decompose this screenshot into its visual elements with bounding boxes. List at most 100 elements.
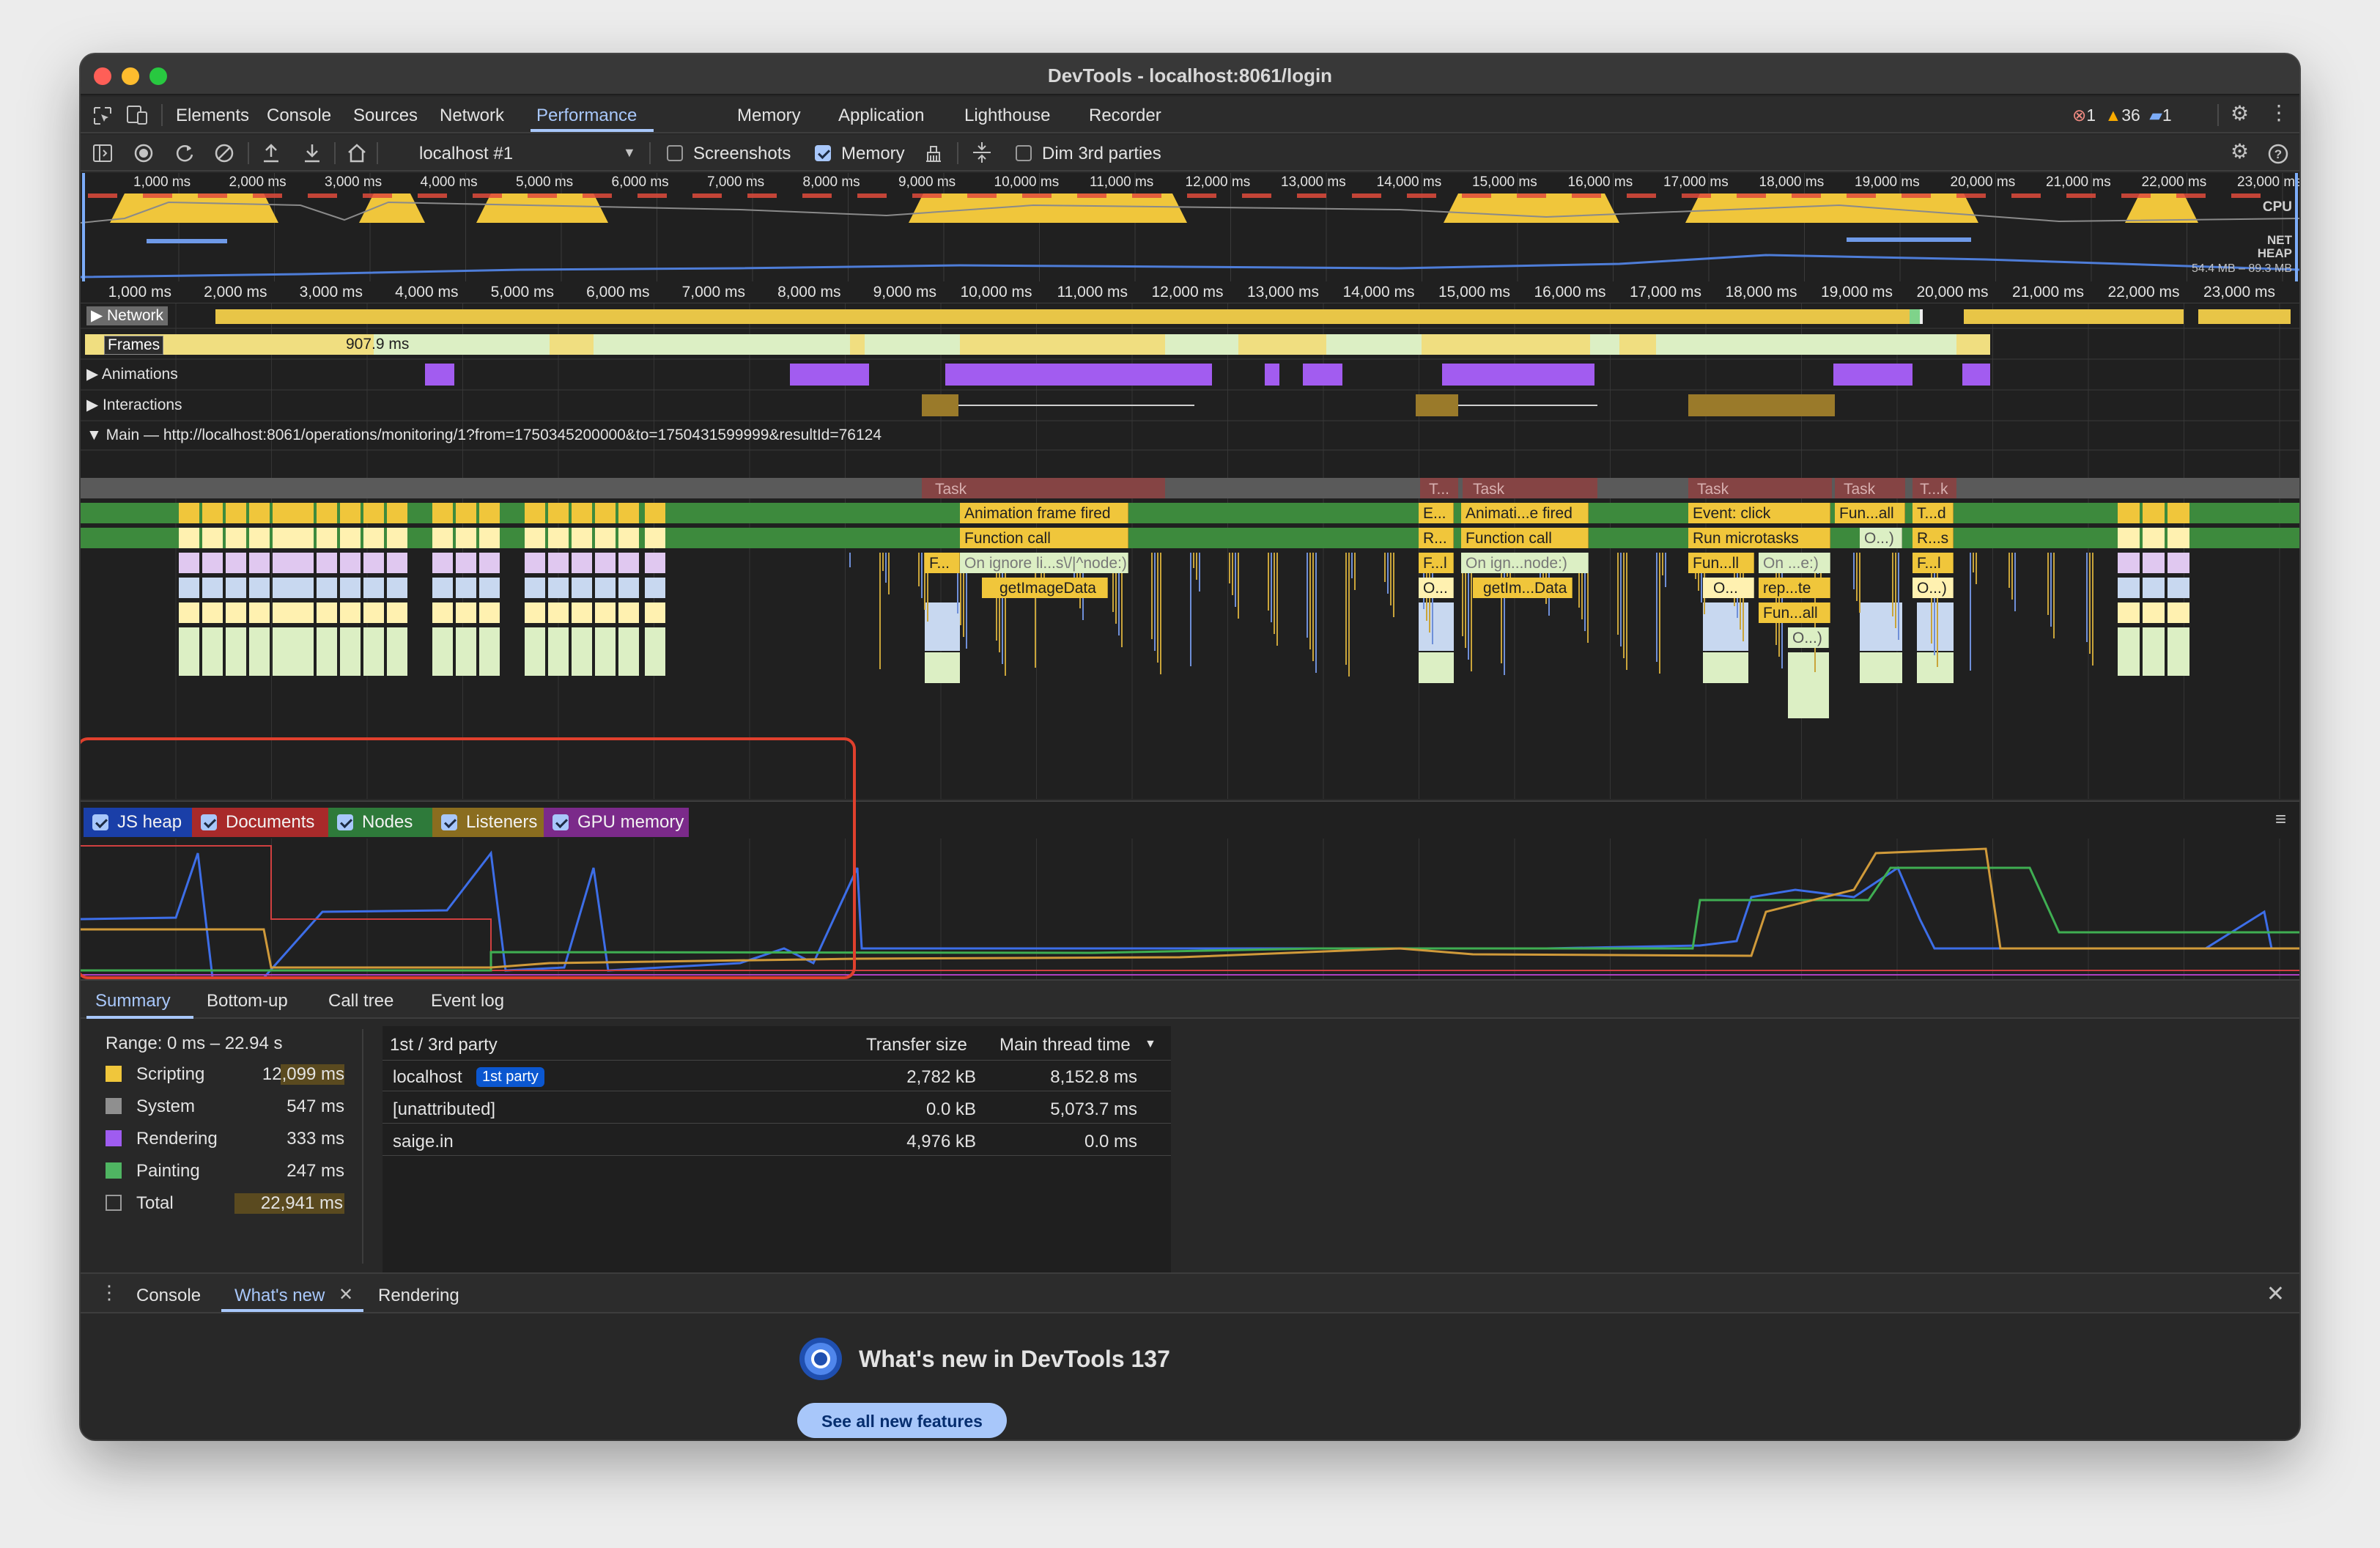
garbage-collect-icon[interactable] <box>923 142 944 164</box>
tab-recorder[interactable]: Recorder <box>1089 106 1161 125</box>
tab-console[interactable]: Console <box>267 106 332 125</box>
flame-entry[interactable]: T...d <box>1912 503 1954 523</box>
tab-lighthouse[interactable]: Lighthouse <box>964 106 1051 125</box>
timeline-overview[interactable]: 1,000 ms 2,000 ms 3,000 ms 4,000 ms 5,000 ms… <box>81 173 2299 281</box>
flame-entry[interactable]: F... <box>925 553 960 573</box>
tab-application[interactable]: Application <box>838 106 925 125</box>
animation-bar <box>425 364 454 386</box>
column-header[interactable]: Main thread time <box>999 1035 1131 1055</box>
flame-entry[interactable]: On ignore li...s\/|^node:) <box>960 553 1128 573</box>
drawer-tab-whats-new[interactable]: What's new <box>234 1286 325 1305</box>
task-label[interactable]: Task <box>1697 481 1729 498</box>
flame-entry[interactable]: Run microtasks <box>1688 528 1830 548</box>
clear-icon[interactable] <box>214 143 234 163</box>
timeline-flamechart[interactable]: 1,000 ms 2,000 ms 3,000 ms 4,000 ms 5,000 ms… <box>81 281 2299 799</box>
tab-event-log[interactable]: Event log <box>431 991 505 1011</box>
interactions-track-header[interactable]: ▶ Interactions <box>86 396 182 414</box>
overview-left-handle[interactable] <box>82 173 85 281</box>
tab-bottom-up[interactable]: Bottom-up <box>207 991 288 1011</box>
minimize-window-button[interactable] <box>122 67 139 85</box>
settings-gear-icon[interactable]: ⚙ <box>2231 102 2250 125</box>
drawer-tab-rendering[interactable]: Rendering <box>378 1286 459 1305</box>
counter-js-heap[interactable]: JS heap <box>84 808 192 837</box>
flame-entry[interactable]: Fun...all <box>1835 503 1905 523</box>
toggle-sidebar-icon[interactable] <box>92 144 113 163</box>
more-options-icon[interactable]: ⋮ <box>2269 101 2289 124</box>
frames-track-label[interactable]: Frames <box>104 336 164 355</box>
ruler-tick-label: 15,000 ms <box>1438 284 1510 301</box>
drawer-menu-icon[interactable]: ⋮ <box>100 1281 119 1303</box>
task-label[interactable]: Task <box>935 481 967 498</box>
counter-documents[interactable]: Documents <box>192 808 328 837</box>
flame-entry[interactable]: Function call <box>1461 528 1589 548</box>
tab-summary[interactable]: Summary <box>95 991 171 1011</box>
task-label[interactable]: T... <box>1429 481 1449 498</box>
overview-right-handle[interactable] <box>2295 173 2298 281</box>
counter-listeners[interactable]: Listeners <box>432 808 544 837</box>
capture-settings-gear-icon[interactable]: ⚙ <box>2231 140 2250 163</box>
tab-call-tree[interactable]: Call tree <box>328 991 394 1011</box>
flame-entry[interactable]: O...) <box>1788 627 1829 648</box>
flame-entry[interactable]: Fun...ll <box>1688 553 1754 573</box>
task-label[interactable]: Task <box>1844 481 1876 498</box>
flame-entry[interactable]: getImageData <box>982 578 1108 598</box>
record-icon[interactable] <box>133 143 154 163</box>
animations-track-header[interactable]: ▶ Animations <box>86 365 178 383</box>
upload-icon[interactable] <box>261 142 281 164</box>
help-icon[interactable]: ? <box>2267 143 2289 165</box>
task-label[interactable]: T...k <box>1920 481 1948 498</box>
flame-block <box>249 553 270 573</box>
throttling-settings-icon[interactable] <box>972 141 992 164</box>
flame-entry[interactable]: R... <box>1419 528 1454 548</box>
flame-entry[interactable]: Animation frame fired <box>960 503 1128 523</box>
screenshots-checkbox[interactable] <box>667 145 683 161</box>
recording-select[interactable]: localhost #1 <box>419 144 514 163</box>
flame-entry[interactable]: Function call <box>960 528 1128 548</box>
flame-entry[interactable]: F...l <box>1419 553 1454 573</box>
flame-entry[interactable]: F...l <box>1912 553 1954 573</box>
tab-network[interactable]: Network <box>440 106 505 125</box>
flame-entry[interactable]: E... <box>1419 503 1454 523</box>
tab-performance[interactable]: Performance <box>536 106 638 125</box>
flame-entry[interactable]: R...s <box>1912 528 1954 548</box>
home-icon[interactable] <box>346 142 368 164</box>
main-track-header[interactable]: ▼ Main — http://localhost:8061/operation… <box>86 427 882 444</box>
reload-record-icon[interactable] <box>174 143 195 163</box>
task-label[interactable]: Task <box>1473 481 1505 498</box>
column-header[interactable]: Transfer size <box>866 1035 967 1055</box>
flame-entry[interactable]: Event: click <box>1688 503 1830 523</box>
tab-sources[interactable]: Sources <box>353 106 418 125</box>
tab-elements[interactable]: Elements <box>176 106 250 125</box>
flame-entry[interactable]: getIm...Data <box>1473 578 1572 598</box>
memory-checkbox[interactable] <box>815 145 831 161</box>
drawer-tab-console[interactable]: Console <box>136 1286 202 1305</box>
column-header[interactable]: 1st / 3rd party <box>390 1035 498 1055</box>
see-all-features-button[interactable]: See all new features <box>797 1403 1007 1438</box>
close-drawer-icon[interactable]: ✕ <box>2266 1282 2285 1306</box>
flame-entry[interactable]: rep...te <box>1759 578 1830 598</box>
ruler-tick-label: 18,000 ms <box>1725 284 1797 301</box>
flame-entry[interactable]: O...) <box>1860 528 1902 548</box>
network-track-header[interactable]: ▶ Network <box>86 306 169 325</box>
flame-entry[interactable]: On ...e:) <box>1759 553 1830 573</box>
download-icon[interactable] <box>302 142 322 164</box>
hamburger-menu-icon[interactable]: ≡ <box>2274 808 2286 830</box>
dim-3rd-parties-checkbox[interactable] <box>1016 145 1032 161</box>
flame-entry[interactable]: O...) <box>1912 578 1954 598</box>
zoom-window-button[interactable] <box>149 67 167 85</box>
counter-nodes[interactable]: Nodes <box>328 808 432 837</box>
flame-block <box>2168 627 2189 676</box>
flame-entry[interactable]: O... <box>1703 578 1754 598</box>
flame-entry[interactable]: Animati...e fired <box>1461 503 1589 523</box>
close-window-button[interactable] <box>94 67 111 85</box>
long-task-marker <box>88 194 117 198</box>
counter-gpu-memory[interactable]: GPU memory <box>544 808 689 837</box>
close-tab-icon[interactable]: ✕ <box>339 1285 354 1305</box>
inspect-element-icon[interactable] <box>92 106 113 126</box>
flame-entry[interactable]: O... <box>1419 578 1454 598</box>
device-toolbar-icon[interactable] <box>126 104 149 126</box>
flame-entry[interactable]: Fun...all <box>1759 602 1830 623</box>
issues-counter[interactable]: ⊗1 ▲36 ▰1 <box>2072 106 2172 125</box>
flame-entry[interactable]: On ign...node:) <box>1461 553 1589 573</box>
tab-memory[interactable]: Memory <box>737 106 801 125</box>
